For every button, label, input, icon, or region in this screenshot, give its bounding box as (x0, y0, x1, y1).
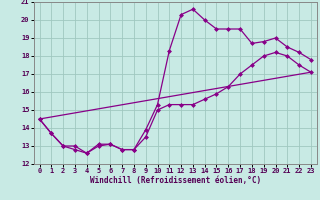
X-axis label: Windchill (Refroidissement éolien,°C): Windchill (Refroidissement éolien,°C) (90, 176, 261, 185)
